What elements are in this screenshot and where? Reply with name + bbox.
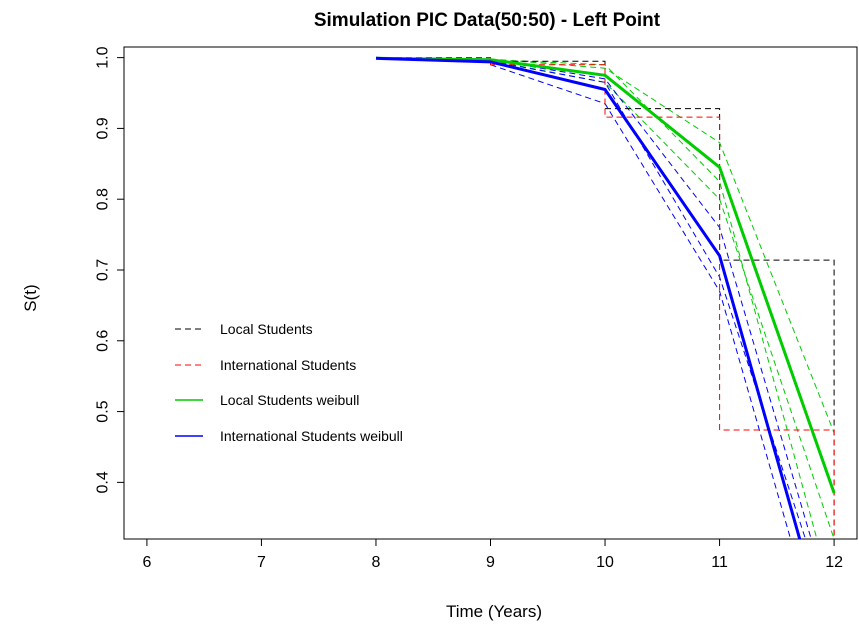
y-tick-label: 0.5	[95, 400, 112, 422]
x-tick-label: 8	[372, 554, 381, 571]
x-tick-label: 6	[142, 554, 151, 571]
x-tick-label: 11	[711, 554, 728, 571]
y-tick-label: 1.0	[95, 46, 112, 68]
series-line-2	[375, 56, 836, 494]
series-line-1	[376, 57, 835, 539]
x-tick-label: 9	[486, 554, 495, 571]
legend: Local Students International Students Loca…	[175, 321, 403, 444]
legend-label: International Students weibull	[220, 428, 403, 444]
x-tick-label: 7	[257, 554, 266, 571]
y-tick-label: 0.9	[95, 117, 112, 139]
plot-frame	[123, 46, 858, 540]
axes: 6 7 8 9 10 11 12 0.4 0.5 0.6 0.7 0.8 0.9 1.0	[95, 46, 843, 571]
x-axis-label: Time (Years)	[446, 602, 542, 621]
y-axis-label: S(t)	[21, 284, 40, 311]
confidence-band-line	[490, 64, 792, 539]
x-tick-label: 12	[825, 554, 843, 571]
series-line-3	[375, 56, 802, 539]
confidence-band-line	[490, 60, 806, 539]
y-tick-label: 0.7	[95, 259, 112, 281]
confidence-band-line	[490, 58, 835, 433]
y-tick-label: 0.6	[95, 330, 112, 352]
x-tick-label: 10	[596, 554, 614, 571]
legend-label: Local Students weibull	[220, 392, 359, 408]
legend-label: Local Students	[220, 321, 313, 337]
confidence-band-line	[490, 59, 818, 539]
y-tick-label: 0.8	[95, 188, 112, 210]
series-layer	[375, 56, 836, 539]
y-tick-label: 0.4	[95, 471, 112, 493]
confidence-band-line	[490, 59, 812, 539]
legend-label: International Students	[220, 357, 356, 373]
confidence-band-line	[490, 60, 835, 539]
chart-title: Simulation PIC Data(50:50) - Left Point	[314, 10, 661, 31]
